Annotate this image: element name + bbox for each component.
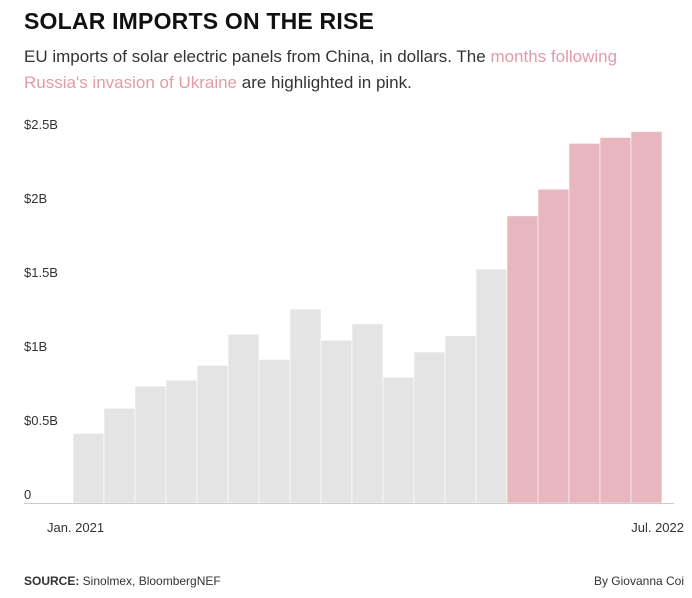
bar-chart: 0 $0.5B $1B $1.5B $2B $2.5B Jan. 2021 Jul. 20… [24,117,684,535]
chart-subtitle: EU imports of solar electric panels from… [24,44,674,96]
bar [413,351,446,504]
bar [72,433,105,504]
y-tick-label: $1.5B [24,265,58,280]
y-tick-label: $2B [24,191,47,206]
y-tick-label: $0.5B [24,413,58,428]
bar-highlighted [599,137,632,504]
bar-highlighted [568,143,601,504]
bar [103,407,136,504]
bar [320,339,353,504]
x-axis-end-label: Jul. 2022 [631,520,684,535]
y-axis-ticks: 0 $0.5B $1B $1.5B $2B $2.5B [24,117,58,502]
source-text: Sinolmex, BloombergNEF [79,574,221,588]
y-tick-label: $1B [24,339,47,354]
bar [444,335,477,504]
source-label: SOURCE: [24,574,80,588]
subtitle-highlight: months following Russia's invasion of Uk… [24,47,618,92]
bar [382,376,415,504]
footer: SOURCE: Sinolmex, BloombergNEF By Giovan… [24,574,684,588]
subtitle-text-end: are highlighted in pink. [237,73,412,92]
x-axis-start-label: Jan. 2021 [47,520,104,535]
bar-highlighted [506,215,539,504]
bar [134,385,167,504]
subtitle-text: EU imports of solar electric panels from… [24,47,491,66]
byline: By Giovanna Coi [593,574,684,588]
y-tick-label: 0 [24,487,31,502]
bar [351,323,384,504]
bar [165,379,198,504]
bar-highlighted [630,131,663,504]
bar [258,359,291,504]
bar [227,333,260,504]
bar [196,365,229,504]
bar [475,268,508,504]
bars-group [72,131,663,504]
bar [289,308,322,504]
bar-highlighted [537,188,570,504]
chart-title: SOLAR IMPORTS ON THE RISE [24,8,375,34]
y-tick-label: $2.5B [24,117,58,132]
